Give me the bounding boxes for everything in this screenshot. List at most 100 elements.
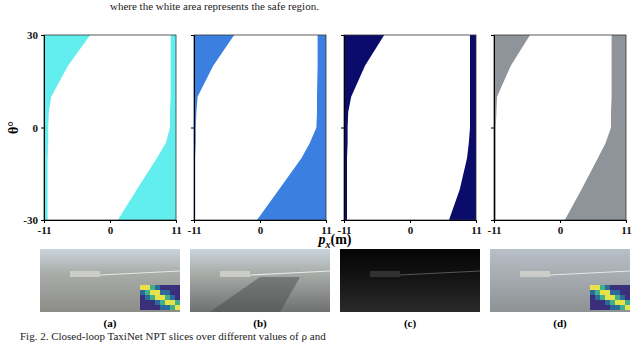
x-tick: 11: [171, 220, 181, 236]
y-axis: -30 0 30: [23, 29, 44, 226]
panel: -11011: [187, 35, 331, 236]
inset-cell: [610, 305, 615, 310]
inset-cell: [155, 290, 160, 295]
x-tick: 0: [408, 220, 414, 236]
x-tick-label: 0: [108, 224, 114, 236]
inset-cell: [590, 300, 595, 305]
saliency-inset: [590, 285, 630, 310]
inset-cell: [175, 295, 180, 300]
inset-cell: [140, 295, 145, 300]
inset-cell: [625, 295, 630, 300]
image-background: [40, 249, 180, 312]
y-tick-label: -30: [23, 214, 38, 226]
x-tick: 0: [108, 220, 114, 236]
safe-region: [48, 35, 171, 220]
x-tick: 11: [471, 220, 481, 236]
inset-cell: [145, 295, 150, 300]
inset-cell: [620, 290, 625, 295]
x-tick-mark: [260, 220, 261, 223]
y-axis-line: [191, 36, 195, 221]
saliency-inset: [140, 285, 180, 310]
inset-cell: [155, 285, 160, 290]
y-axis-title: θ°: [6, 121, 21, 134]
inset-cell: [605, 305, 610, 310]
inset-cell: [605, 295, 610, 300]
inset-cell: [155, 295, 160, 300]
camera-image: [40, 249, 180, 312]
inset-cell: [175, 285, 180, 290]
y-tick-label: 0: [33, 122, 39, 134]
y-tick-mark: [41, 220, 44, 221]
unsafe-region: [194, 35, 326, 220]
image-background: [340, 249, 480, 312]
y-axis-line: [41, 36, 45, 221]
runway-marking: [70, 271, 100, 277]
inset-cell: [155, 305, 160, 310]
y-tick: [341, 35, 344, 36]
inset-cell: [595, 300, 600, 305]
inset-cell: [140, 285, 145, 290]
subfigure-label: (d): [553, 317, 567, 330]
y-axis-line: [341, 36, 345, 221]
inset-cell: [160, 285, 165, 290]
x-axis-line: [495, 221, 627, 224]
y-tick-mark: [341, 35, 344, 36]
y-tick-label: 30: [27, 29, 39, 41]
subfigure-label: (b): [253, 317, 267, 330]
y-tick: 30: [27, 29, 44, 41]
x-tick-mark: [176, 220, 177, 223]
inset-cell: [615, 285, 620, 290]
runway-line: [400, 271, 480, 275]
x-tick-label: 11: [171, 224, 181, 236]
x-tick-mark: [110, 220, 111, 223]
plot-frame: [44, 35, 176, 220]
plot-frame: [194, 35, 326, 220]
inset-cell: [620, 285, 625, 290]
inset-cell: [175, 290, 180, 295]
unsafe-region: [44, 35, 176, 220]
inset-cell: [590, 285, 595, 290]
x-axis-line: [195, 221, 327, 224]
y-tick-mark: [191, 35, 194, 36]
x-tick: 0: [558, 220, 564, 236]
inset-cell: [595, 305, 600, 310]
y-tick: [341, 128, 344, 129]
x-axis-title-unit: (m): [331, 232, 352, 248]
inset-cell: [160, 305, 165, 310]
runway-marking: [370, 271, 400, 277]
y-tick: [191, 220, 194, 221]
inset-cell: [620, 305, 625, 310]
y-tick-mark: [491, 35, 494, 36]
y-tick: [491, 35, 494, 36]
inset-cell: [150, 290, 155, 295]
inset-cell: [625, 285, 630, 290]
inset-cell: [625, 305, 630, 310]
subfigure-label: (c): [404, 317, 417, 330]
x-tick-mark: [626, 220, 627, 223]
y-tick-mark: [341, 220, 344, 221]
y-tick: [191, 128, 194, 129]
inset-cell: [150, 305, 155, 310]
y-tick: 0: [33, 122, 45, 134]
unsafe-region: [494, 35, 626, 220]
y-tick: [491, 128, 494, 129]
x-tick-mark: [560, 220, 561, 223]
x-tick-label: 0: [408, 224, 414, 236]
inset-cell: [600, 290, 605, 295]
inset-cell: [145, 300, 150, 305]
inset-cell: [620, 295, 625, 300]
x-tick: 0: [258, 220, 264, 236]
inset-cell: [165, 300, 170, 305]
inset-cell: [615, 300, 620, 305]
panel: -11011-30030: [23, 29, 181, 236]
plot-area: [194, 35, 326, 220]
inset-cell: [170, 305, 175, 310]
inset-cell: [175, 305, 180, 310]
y-tick: [191, 35, 194, 36]
caption: Fig. 2. Closed-loop TaxiNet NPT slices o…: [20, 330, 326, 342]
inset-cell: [595, 285, 600, 290]
inset-cell: [610, 295, 615, 300]
figure: where the white area represents the safe…: [0, 0, 640, 343]
x-tick-label: 11: [471, 224, 481, 236]
inset-cell: [610, 285, 615, 290]
